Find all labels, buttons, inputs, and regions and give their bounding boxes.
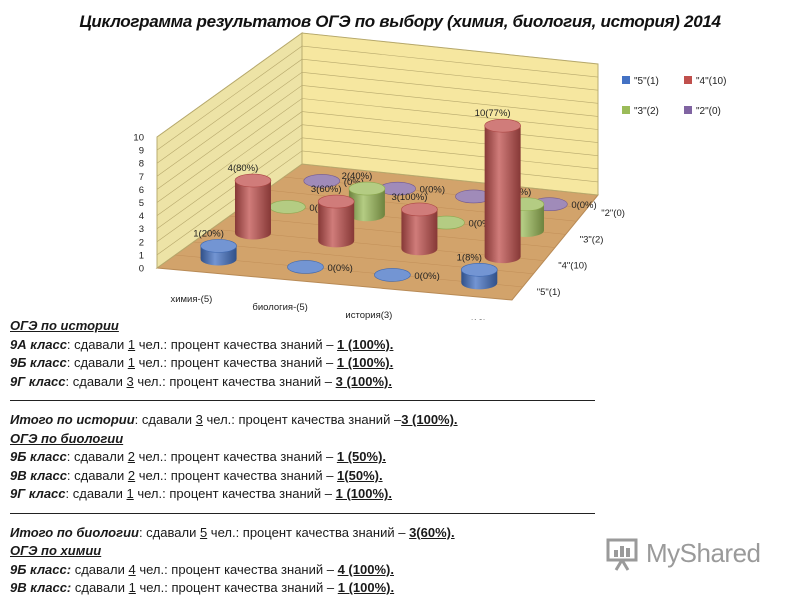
chemistry-row-9b: 9Б класс: сдавали 4 чел.: процент качест… [10, 561, 394, 577]
history-row-9g: 9Г класс: сдавали 3 чел.: процент качест… [10, 373, 393, 389]
depth-axis-labels: "5"(1) "4"(10) "3"(2) "2"(0) [537, 208, 625, 298]
data-label: 1(20%) [193, 228, 224, 239]
y-tick-label: 10 [133, 133, 144, 144]
bar-cylinder: 0(0%) [374, 268, 440, 282]
chemistry-row-9v: 9В класс: сдавали 1 чел.: процент качест… [10, 580, 395, 596]
data-label: 3(100%) [391, 192, 427, 203]
data-label: (0%) [344, 177, 364, 188]
legend-label: "5"(1) [634, 76, 659, 87]
gridline [156, 71, 599, 177]
data-label: 0(0%) [571, 200, 596, 211]
history-total: Итого по истории: сдавали 3 чел.: процен… [10, 411, 458, 427]
bar-cylinder: (0%) [303, 174, 364, 188]
x-category-label: химия-(5) [170, 294, 212, 305]
results-text: ОГЭ по истории 9А класс: сдавали 1 чел.:… [10, 317, 610, 598]
bar-cylinder: 0(0%) [287, 260, 353, 274]
chart-legend: "5"(1) "4"(10) "3"(2) "2"(0) [622, 76, 726, 117]
legend-label: "2"(0) [696, 106, 721, 117]
history-row-9a: 9А класс: сдавали 1 чел.: процент качест… [10, 336, 394, 352]
x-category-label: биология-(5) [252, 302, 307, 313]
depth-category-label: "2"(0) [601, 208, 625, 219]
legend-swatch [622, 76, 630, 84]
data-label: 0(0%) [414, 271, 439, 282]
depth-category-label: "5"(1) [537, 287, 561, 298]
y-tick-label: 1 [139, 250, 144, 261]
data-label: 3(60%) [311, 184, 342, 195]
biology-heading: ОГЭ по биологии [10, 430, 124, 446]
chart-bars: (0%)0(0%)0(0%)0(0%)0(0%)2(40%)0(0%)2(15%… [193, 108, 597, 290]
y-tick-label: 2 [139, 237, 144, 248]
gridline [156, 45, 599, 151]
y-tick-label: 0 [139, 264, 144, 275]
biology-total: Итого по биологии: сдавали 5 чел.: проце… [10, 524, 455, 540]
legend-swatch [622, 106, 630, 114]
myshared-logo: MyShared [606, 536, 766, 572]
chart-3d-bar: 0 1 2 3 4 5 6 7 8 9 10 (0%) 0(0%) 0(0%) 0(0%) 0(0%) 2(4… [133, 32, 726, 320]
biology-row-9g: 9Г класс: сдавали 1 чел.: процент качест… [10, 486, 393, 502]
data-label: 4(80%) [228, 163, 259, 174]
separator-line [10, 381, 595, 401]
y-tick-label: 5 [139, 198, 144, 209]
biology-row-9b: 9Б класс: сдавали 2 чел.: процент качест… [10, 449, 387, 465]
bar-cylinder: 3(60%) [311, 184, 355, 248]
gridline [156, 58, 599, 164]
presentation-board-icon [606, 538, 638, 571]
data-label: 0(0%) [420, 185, 445, 196]
y-tick-label: 9 [139, 146, 144, 157]
y-tick-label: 3 [139, 224, 144, 235]
y-tick-label: 7 [139, 172, 144, 183]
x-axis-labels: химия-(5) биология-(5) история(3) по школе(… [170, 294, 486, 320]
gridline [156, 32, 599, 138]
x-category-label: история(3) [345, 310, 392, 320]
legend-label: "3"(2) [634, 106, 659, 117]
legend-swatch [684, 106, 692, 114]
history-row-9b: 9Б класс: сдавали 1 чел.: процент качест… [10, 355, 394, 371]
legend-label: "4"(10) [696, 76, 726, 87]
y-tick-label: 8 [139, 159, 144, 170]
separator-line [10, 494, 595, 514]
bar-cylinder: 4(80%) [228, 163, 272, 240]
bar-cylinder: 10(77%) [475, 108, 521, 264]
history-heading: ОГЭ по истории [10, 318, 119, 333]
data-label: 10(77%) [475, 108, 511, 119]
bar-cylinder: 1(20%) [193, 228, 237, 266]
data-label: 1(8%) [457, 252, 482, 263]
chart-title: Циклограмма результатов ОГЭ по выбору (х… [79, 12, 721, 31]
gridline [156, 85, 599, 190]
depth-category-label: "4"(10) [558, 261, 587, 272]
bar-cylinder: 3(100%) [391, 192, 438, 256]
y-axis-ticks: 0 1 2 3 4 5 6 7 8 9 10 [133, 133, 144, 275]
y-tick-label: 4 [139, 211, 144, 222]
biology-row-9v: 9В класс: сдавали 2 чел.: процент качест… [10, 467, 383, 483]
data-label: 2(40%) [342, 171, 373, 182]
bar-cylinder: 1(8%) [457, 252, 498, 290]
depth-category-label: "3"(2) [580, 234, 604, 245]
y-tick-label: 6 [139, 185, 144, 196]
x-category-label: по школе(13) [429, 318, 487, 320]
legend-swatch [684, 76, 692, 84]
data-label: 0(0%) [327, 263, 352, 274]
bar-cylinder: 2(40%) [342, 171, 386, 222]
data-label: 0(0%) [468, 219, 493, 230]
chemistry-heading: ОГЭ по химии [10, 543, 102, 559]
logo-text: MyShared [646, 538, 761, 568]
